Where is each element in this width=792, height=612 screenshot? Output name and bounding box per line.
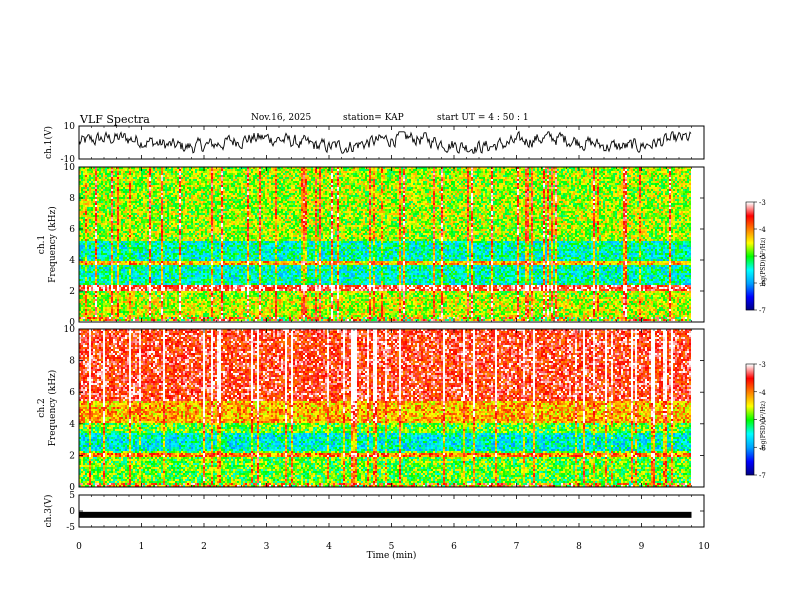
ch3-waveform-trace: [79, 512, 692, 518]
ch1-spectrogram-colorbar-tick-label: -7: [759, 307, 766, 315]
ch1-spectrogram-colorbar-tick-label: -4: [759, 226, 766, 234]
ch3-waveform-ytick-label: 5: [69, 491, 75, 501]
ch1-spectrogram-colorbar-tick-label: -3: [759, 199, 766, 207]
ch1-waveform-ytick-label: 10: [64, 122, 76, 132]
ch2-spectrogram-ytick-label: 10: [64, 325, 76, 335]
time-axis-tick-label: 4: [326, 542, 332, 552]
time-axis-label: Time (min): [367, 550, 417, 561]
ch3-ylabel: ch.3(V): [43, 495, 54, 528]
ch3-waveform-ytick-label: 0: [69, 507, 75, 517]
ch1-spectrogram-cells: [79, 167, 691, 321]
time-axis-tick-label: 0: [76, 542, 82, 552]
ch2-spectrogram-colorbar-tick-label: -4: [759, 389, 766, 397]
ch2-spectrogram-cells: [79, 329, 691, 487]
time-axis-tick-label: 6: [451, 542, 457, 552]
ch2-spectrogram-ylabel-channel: ch.2: [37, 398, 47, 417]
ch3-waveform-frame: [79, 495, 704, 527]
ch1-waveform-frame: [79, 126, 704, 159]
time-axis-tick-label: 9: [639, 542, 645, 552]
time-axis-tick-label: 2: [201, 542, 207, 552]
ch2-spectrogram-colorbar-tick-label: -7: [759, 472, 766, 480]
ch1-spectrogram-ylabel-freq: Frequency (kHz): [47, 206, 58, 283]
time-axis-tick-label: 3: [264, 542, 270, 552]
ch2-spectrogram-colorbar-label: log(PSD)(V²/Hz): [760, 401, 767, 450]
ch2-spectrogram-ytick-label: 6: [69, 388, 75, 398]
ch1-spectrogram-ytick-label: 2: [69, 287, 75, 297]
ch2-spectrogram-colorbar-gradient: [746, 364, 754, 475]
ch1-waveform-trace: [79, 132, 691, 153]
ch2-spectrogram-colorbar-tick-label: -3: [759, 361, 766, 369]
time-axis-tick-label: 7: [514, 542, 520, 552]
vlf-spectra-figure: 10-10ch.1(V)0246810ch.1 Frequency (kHz)-3…: [0, 0, 792, 612]
ch2-spectrogram-ylabel-freq: Frequency (kHz): [47, 370, 58, 447]
ch2-spectrogram-ytick-label: 8: [69, 357, 75, 367]
ch1-spectrogram-colorbar-gradient: [746, 202, 754, 310]
ch3-waveform-ytick-label: -5: [66, 523, 75, 533]
ch1-spectrogram-ytick-label: 8: [69, 194, 75, 204]
ch2-spectrogram-ytick-label: 2: [69, 451, 75, 461]
ch1-spectrogram-ytick-label: 4: [69, 256, 75, 266]
time-axis-tick-label: 1: [139, 542, 145, 552]
ch1-spectrogram-ytick-label: 10: [64, 163, 76, 173]
time-axis-tick-label: 8: [576, 542, 582, 552]
ch2-spectrogram-ytick-label: 4: [69, 420, 75, 430]
ch1-spectrogram-ylabel-channel: ch.1: [37, 235, 47, 254]
ch1-spectrogram-colorbar-label: log(PSD)(V²/Hz): [760, 238, 767, 287]
ch1-spectrogram-ytick-label: 6: [69, 225, 75, 235]
ch1-ylabel: ch.1(V): [43, 126, 54, 159]
time-axis-tick-label: 10: [698, 542, 710, 552]
